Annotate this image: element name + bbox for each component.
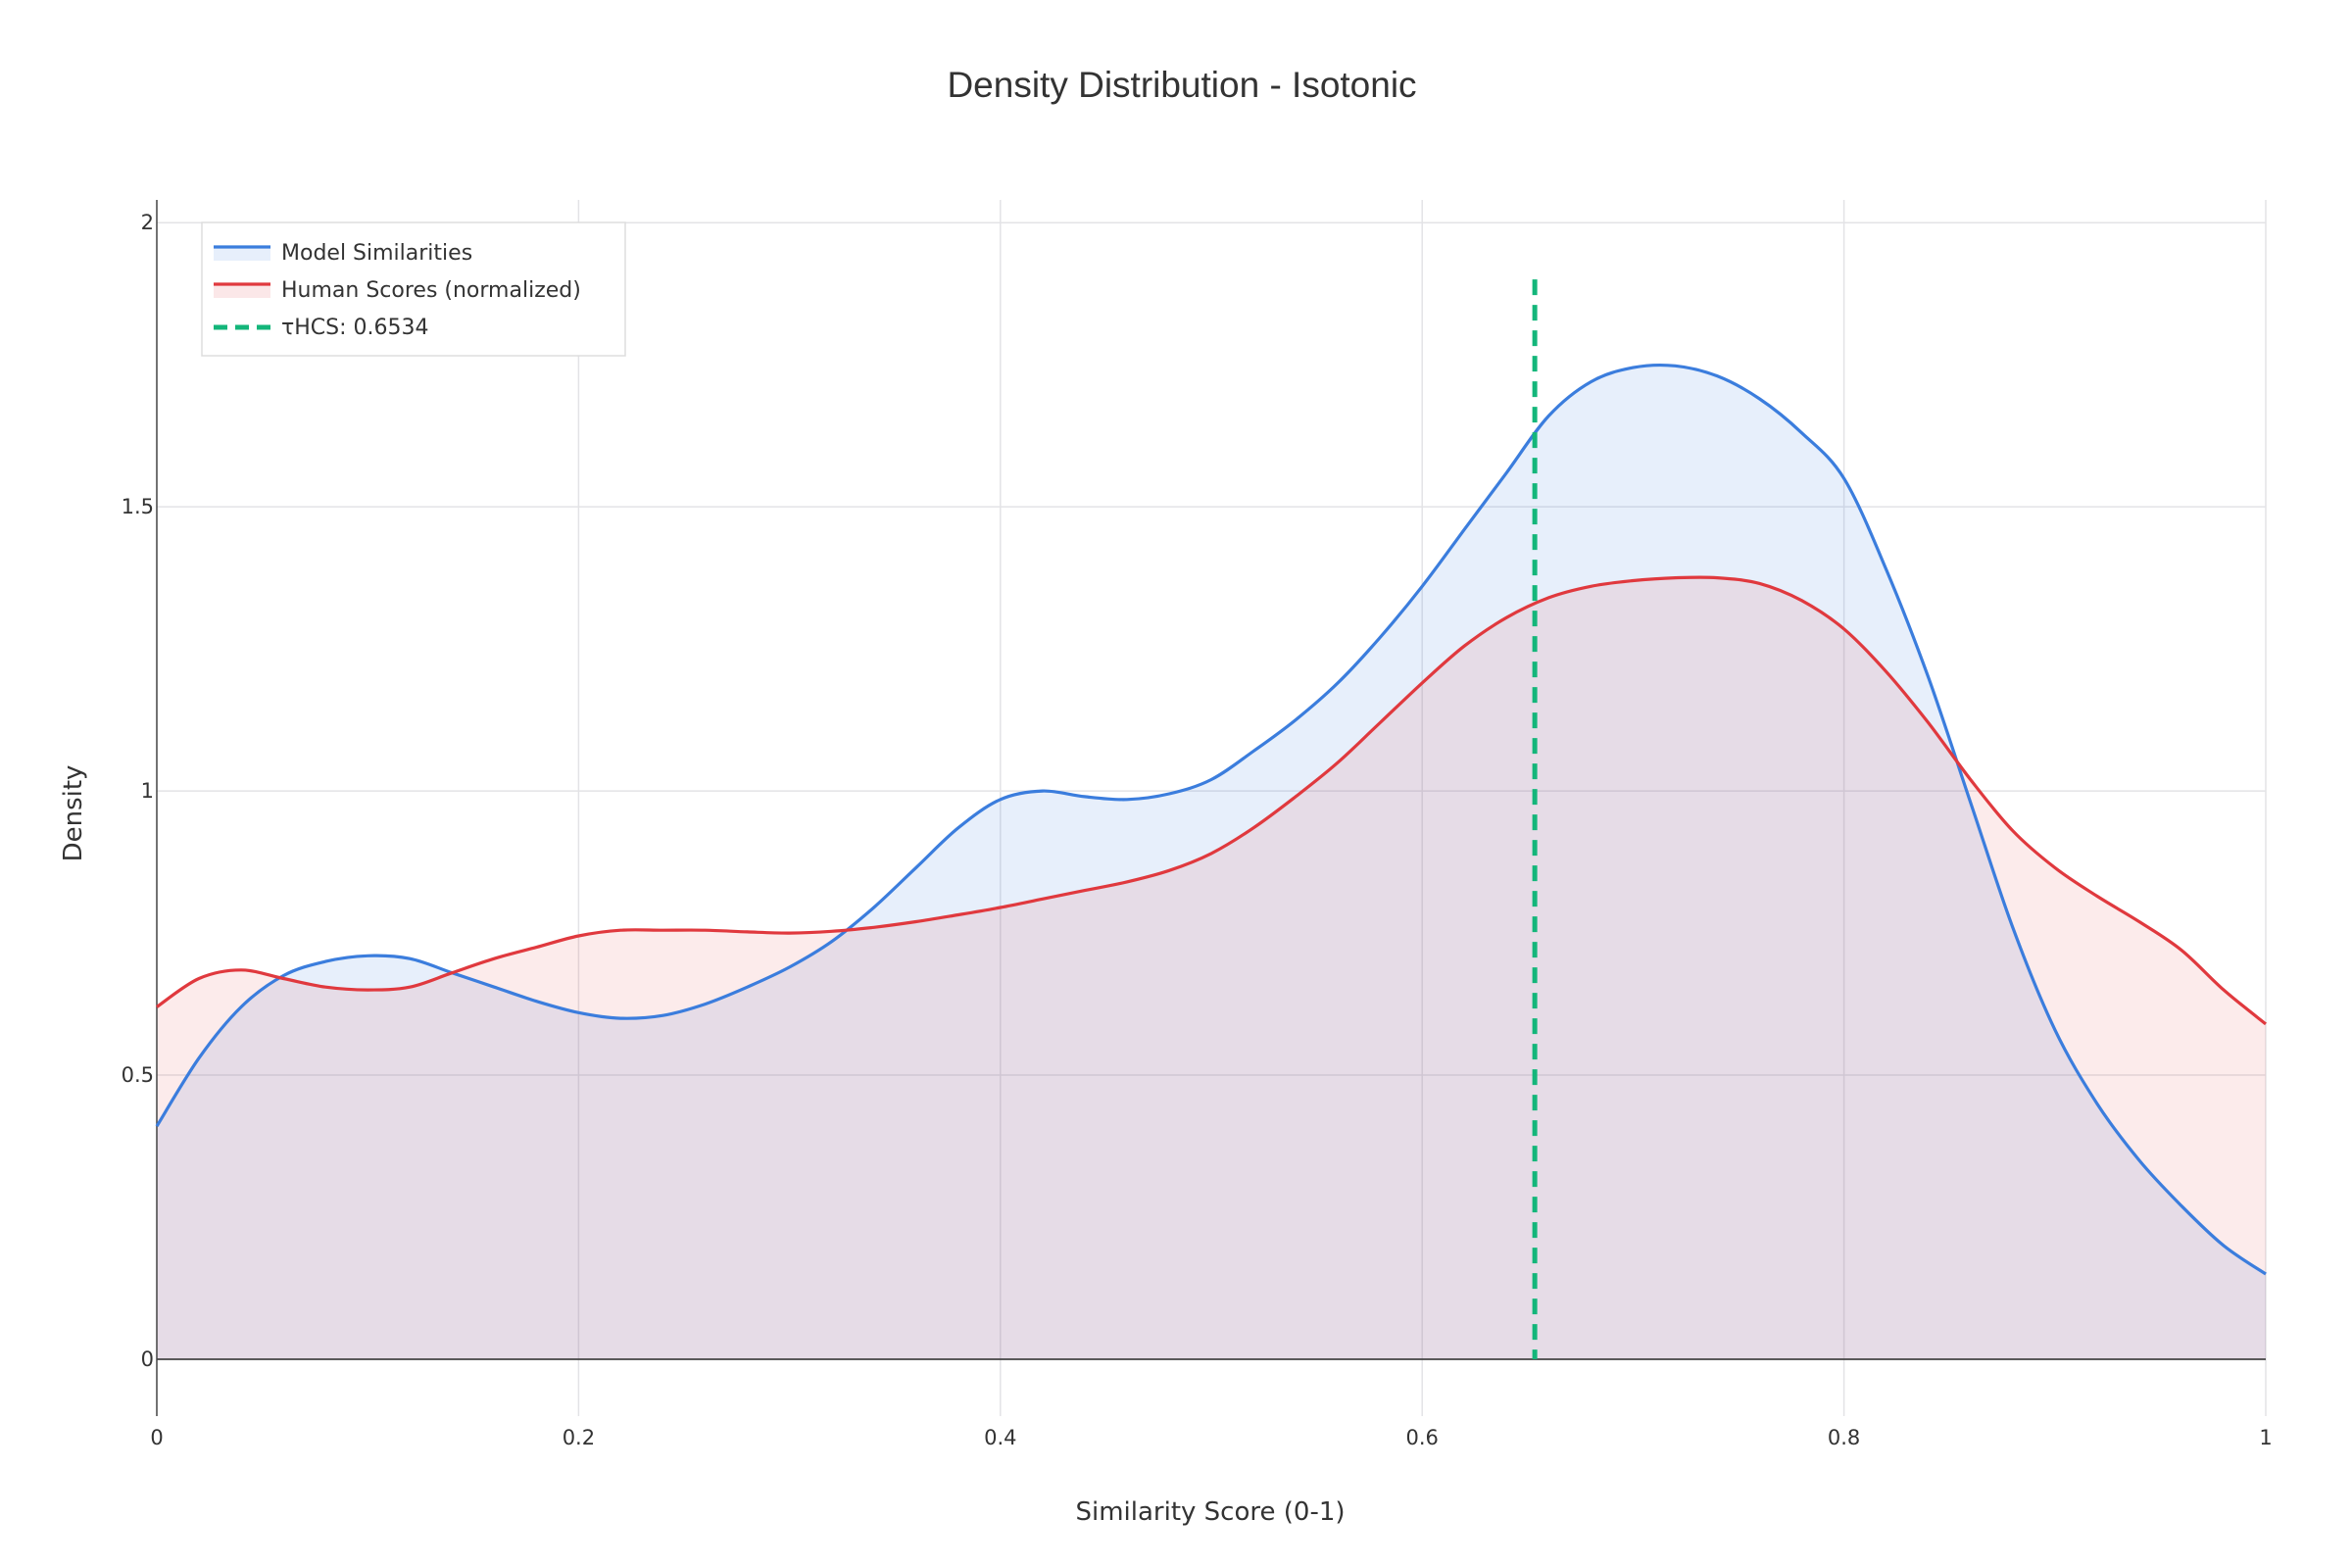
legend-label: τHCS: 0.6534 [281,316,429,340]
legend-label: Model Similarities [281,241,472,266]
legend-item[interactable]: Human Scores (normalized) [214,278,581,303]
fill-layer [157,365,2266,1360]
legend-swatch [214,284,270,298]
y-tick-label: 0 [141,1348,154,1371]
chart-title: Density Distribution - Isotonic [947,65,1416,105]
y-tick-label: 1 [141,779,154,803]
legend-item[interactable]: τHCS: 0.6534 [214,316,429,340]
x-tick-label: 0.4 [984,1426,1016,1449]
x-tick-label: 0.2 [563,1426,595,1449]
line-layer [155,279,2268,1360]
model-similarities-line[interactable] [155,363,2267,1276]
tick-labels: 0 0.2 0.4 0.6 0.8 1 0 0.5 1 1.5 2 [122,211,2273,1449]
y-tick-label: 0.5 [122,1063,154,1087]
human-scores-normalized-area [157,577,2266,1360]
human-scores-normalized-line[interactable] [156,575,2268,1026]
legend-items: Model Similarities Human Scores (normaliz… [214,241,581,340]
legend-item[interactable]: Model Similarities [214,241,472,266]
legend-box [201,221,626,357]
model-similarities-area [157,365,2266,1360]
legend[interactable]: Model Similarities Human Scores (normaliz… [201,221,626,357]
grid-layer [157,200,2267,1416]
x-tick-label: 0 [150,1426,163,1449]
y-axis-title: Density [59,765,88,862]
y-tick-label: 2 [141,211,154,234]
axis-layer [156,200,2266,1416]
x-tick-label: 1 [2259,1426,2272,1449]
legend-label: Human Scores (normalized) [281,278,581,303]
x-tick-label: 0.6 [1405,1426,1438,1449]
y-tick-label: 1.5 [122,495,154,518]
x-tick-label: 0.8 [1828,1426,1860,1449]
x-axis-title: Similarity Score (0-1) [1075,1497,1345,1527]
legend-swatch [214,247,270,261]
